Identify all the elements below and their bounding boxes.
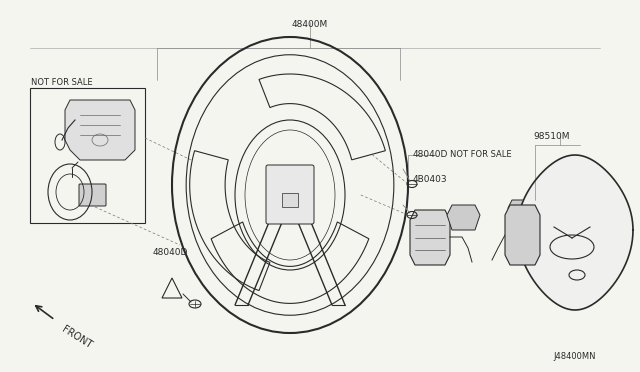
FancyBboxPatch shape: [266, 165, 314, 224]
Polygon shape: [410, 210, 450, 265]
Text: 48040D: 48040D: [153, 248, 188, 257]
Text: J48400MN: J48400MN: [554, 352, 596, 361]
Polygon shape: [517, 155, 633, 310]
Text: 48040D: 48040D: [413, 150, 449, 159]
Polygon shape: [65, 100, 135, 160]
Text: 48400M: 48400M: [292, 20, 328, 29]
FancyBboxPatch shape: [282, 193, 298, 207]
FancyBboxPatch shape: [79, 184, 106, 206]
Text: FRONT: FRONT: [60, 324, 93, 350]
Ellipse shape: [550, 235, 594, 259]
Polygon shape: [508, 200, 537, 218]
Polygon shape: [505, 205, 540, 265]
Text: 4B0403: 4B0403: [413, 175, 447, 184]
Text: NOT FOR SALE: NOT FOR SALE: [31, 78, 93, 87]
Polygon shape: [447, 205, 480, 230]
Text: NOT FOR SALE: NOT FOR SALE: [450, 150, 511, 159]
Text: 98510M: 98510M: [533, 132, 570, 141]
